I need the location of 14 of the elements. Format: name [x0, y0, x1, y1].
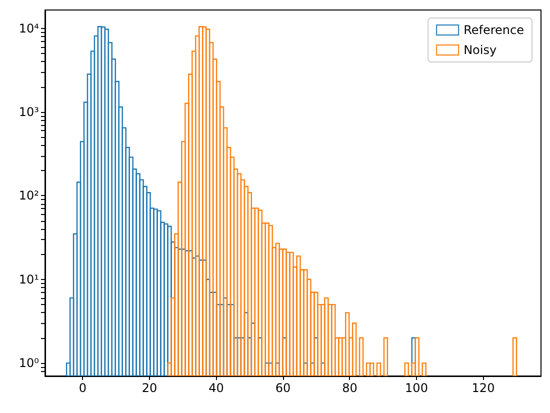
x-tick-label: 60 — [275, 381, 291, 395]
x-tick-label: 100 — [405, 381, 428, 395]
y-tick-label: 10⁰ — [18, 356, 40, 370]
x-tick-label: 80 — [342, 381, 358, 395]
x-tick-label: 40 — [208, 381, 224, 395]
x-tick-label: 120 — [472, 381, 495, 395]
x-tick-label: 0 — [78, 381, 87, 395]
y-tick-label: 10³ — [18, 105, 40, 120]
x-tick-label: 20 — [142, 381, 158, 395]
legend-label: Reference — [464, 23, 524, 37]
y-tick-label: 10² — [18, 188, 40, 203]
y-tick-label: 10¹ — [18, 272, 40, 286]
y-tick-label: 10⁴ — [18, 21, 40, 36]
legend-label: Noisy — [464, 43, 497, 57]
